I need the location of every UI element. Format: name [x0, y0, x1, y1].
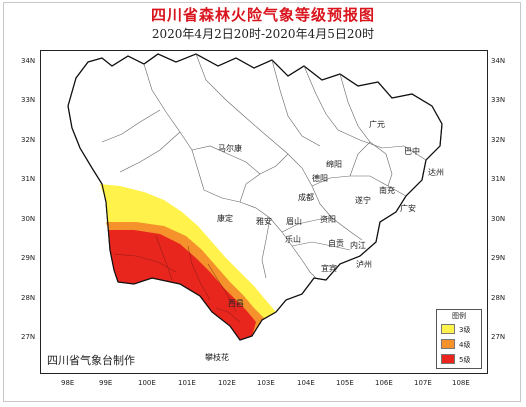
- lon-label: 105E: [336, 379, 354, 387]
- lat-label-left: 33N: [21, 96, 36, 104]
- lat-label-left: 29N: [21, 254, 36, 262]
- lat-label-left: 31N: [21, 175, 36, 183]
- map-title: 四川省森林火险气象等级预报图: [150, 6, 375, 24]
- risk-zone-boundaries: [113, 235, 241, 323]
- city-label-maerkang: 马尔康: [218, 144, 242, 153]
- city-label-mianyang: 绵阳: [326, 160, 342, 169]
- lat-label-left: 34N: [21, 57, 36, 65]
- lat-label-right: 27N: [491, 333, 506, 341]
- lat-label-right: 33N: [491, 96, 506, 104]
- city-label-meishan: 眉山: [286, 217, 302, 226]
- lon-label: 99E: [99, 379, 113, 387]
- city-label-deyang: 德阳: [312, 174, 328, 183]
- city-label-yibin: 宜宾: [321, 264, 337, 273]
- city-label-dazhou: 达州: [428, 168, 444, 177]
- forecast-period: 2020年4月2日20时-2020年4月5日20时: [151, 27, 375, 41]
- legend-swatch-level-3: [441, 324, 455, 334]
- lat-label-right: 34N: [491, 57, 506, 65]
- city-label-kangding: 康定: [217, 214, 233, 223]
- city-label-zigong: 自贡: [328, 239, 344, 248]
- legend-label-level-4: 4级: [459, 341, 471, 349]
- lat-label-left: 27N: [21, 333, 36, 341]
- city-label-panzhihua: 攀枝花: [205, 353, 229, 362]
- lon-label: 102E: [218, 379, 236, 387]
- city-label-guangyuan: 广元: [369, 120, 385, 129]
- legend-title: 图例: [452, 312, 466, 320]
- city-label-leshan: 乐山: [285, 235, 301, 244]
- legend-item-level-5: 5级: [441, 354, 481, 364]
- city-label-ziyang: 资阳: [320, 215, 336, 224]
- lat-label-right: 29N: [491, 254, 506, 262]
- lon-label: 108E: [452, 379, 470, 387]
- city-label-chengdu: 成都: [298, 193, 314, 202]
- lat-label-right: 30N: [491, 215, 506, 223]
- legend-item-level-4: 4级: [441, 339, 481, 349]
- city-label-nanchong: 南充: [379, 186, 395, 195]
- legend-swatch-level-5: [441, 354, 455, 364]
- lon-label: 100E: [138, 379, 156, 387]
- legend-item-level-3: 3级: [441, 324, 481, 334]
- lon-label: 106E: [375, 379, 393, 387]
- lon-label: 103E: [257, 379, 275, 387]
- lon-label: 98E: [61, 379, 75, 387]
- lat-label-right: 32N: [491, 136, 506, 144]
- lon-label: 107E: [414, 379, 432, 387]
- city-label-suining: 遂宁: [355, 196, 371, 205]
- legend: 图例 3级 4级 5级: [436, 309, 482, 369]
- lon-label: 104E: [297, 379, 315, 387]
- producer-label: 四川省气象台制作: [47, 354, 135, 367]
- legend-swatch-level-4: [441, 339, 455, 349]
- city-label-xichang: 西昌: [228, 299, 244, 308]
- sichuan-map: [67, 53, 443, 341]
- legend-label-level-5: 5级: [459, 356, 471, 364]
- lat-label-left: 30N: [21, 215, 36, 223]
- city-label-guangan: 广安: [400, 204, 416, 213]
- city-label-yaan: 雅安: [256, 217, 272, 226]
- lat-label-right: 28N: [491, 294, 506, 302]
- prefecture-boundaries: [101, 53, 427, 279]
- lat-label-left: 32N: [21, 136, 36, 144]
- lat-label-left: 28N: [21, 294, 36, 302]
- city-label-luzhou: 泸州: [356, 260, 372, 269]
- legend-label-level-3: 3级: [459, 326, 471, 334]
- city-label-neijiang: 内江: [350, 241, 366, 250]
- lat-label-right: 31N: [491, 175, 506, 183]
- lon-label: 101E: [178, 379, 196, 387]
- city-label-bazhong: 巴中: [404, 147, 420, 156]
